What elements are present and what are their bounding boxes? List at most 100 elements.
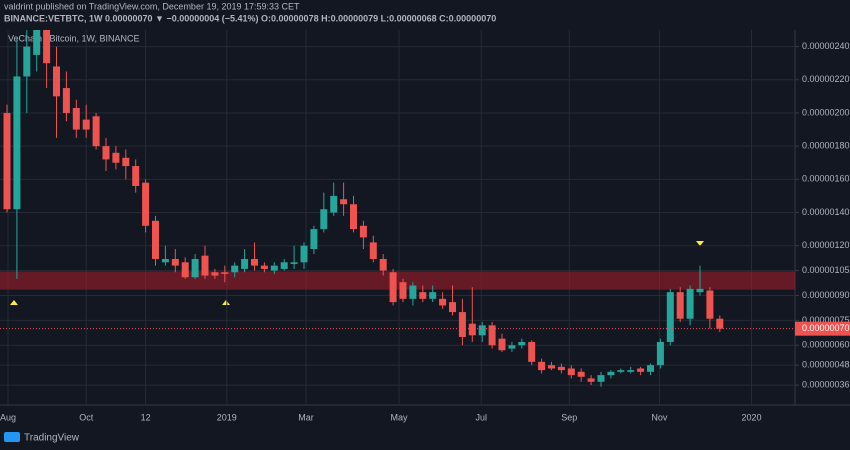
candle-body bbox=[528, 341, 536, 362]
y-tick-label: 0.00000180 bbox=[802, 141, 850, 151]
candle-body bbox=[142, 182, 150, 226]
chart-title: VeChain / Bitcoin, 1W, BINANCE bbox=[8, 33, 140, 43]
y-tick-label: 0.00000160 bbox=[802, 174, 850, 184]
candle-body bbox=[498, 338, 506, 351]
candle-body bbox=[122, 157, 130, 167]
author-line: valdrint published on TradingView.com, D… bbox=[4, 1, 300, 11]
candle-body bbox=[666, 292, 674, 342]
y-tick-label: 0.00000036 bbox=[802, 379, 850, 389]
y-tick-label: 0.00000060 bbox=[802, 340, 850, 350]
candle-body bbox=[201, 255, 209, 276]
candle-body bbox=[82, 119, 90, 130]
y-tick-label: 0.00000240 bbox=[802, 41, 850, 51]
x-tick-label: Sep bbox=[561, 412, 577, 422]
candle-body bbox=[419, 292, 427, 299]
candle-body bbox=[152, 220, 159, 259]
candle-body bbox=[676, 292, 684, 319]
candle-body bbox=[488, 325, 496, 346]
candle-body bbox=[399, 282, 407, 299]
candle-body bbox=[389, 272, 397, 303]
candle-body bbox=[181, 262, 189, 278]
candle-body bbox=[270, 265, 278, 271]
resistance-zone bbox=[0, 271, 795, 290]
candle-body bbox=[72, 107, 80, 130]
candle-body bbox=[320, 209, 328, 230]
candle-body bbox=[716, 318, 724, 329]
signal bbox=[10, 300, 18, 305]
x-tick-label: Jul bbox=[475, 412, 487, 422]
candle-body bbox=[33, 30, 41, 55]
x-tick-label: 12 bbox=[141, 412, 151, 422]
y-tick-label: 0.00000220 bbox=[802, 74, 850, 84]
candle-body bbox=[449, 302, 456, 313]
candle-body bbox=[62, 88, 70, 113]
candle-body bbox=[617, 370, 625, 372]
candle-body bbox=[191, 258, 199, 278]
candle-body bbox=[706, 290, 714, 319]
candle-body bbox=[112, 152, 120, 163]
candle-body bbox=[548, 365, 555, 369]
candle-body bbox=[330, 195, 338, 213]
signal bbox=[696, 241, 704, 246]
candle-body bbox=[102, 146, 110, 160]
candle-body bbox=[221, 272, 229, 274]
candle-body bbox=[439, 298, 447, 306]
x-tick-label: 2019 bbox=[217, 412, 237, 422]
candle-body bbox=[627, 370, 635, 372]
y-tick-label: 0.00000048 bbox=[802, 360, 850, 370]
x-tick-label: Oct bbox=[79, 412, 94, 422]
candle-body bbox=[260, 265, 268, 269]
y-tick-label: 0.00000090 bbox=[802, 290, 850, 300]
x-tick-label: May bbox=[391, 412, 409, 422]
candle-body bbox=[429, 292, 437, 299]
candle-body bbox=[379, 258, 387, 271]
y-tick-label: 0.00000200 bbox=[802, 107, 850, 117]
candle-body bbox=[607, 371, 615, 376]
candle-body bbox=[587, 378, 595, 382]
candle-body bbox=[251, 258, 258, 266]
candle-body bbox=[161, 258, 169, 263]
candle-body bbox=[92, 116, 100, 147]
candle-body bbox=[458, 312, 466, 337]
candle-body bbox=[3, 112, 11, 210]
candle-body bbox=[369, 242, 377, 259]
x-tick-label: 2020 bbox=[741, 412, 761, 422]
candle-body bbox=[567, 368, 575, 376]
logo bbox=[4, 432, 20, 442]
candle-body bbox=[359, 225, 367, 238]
candle-body bbox=[656, 341, 664, 366]
signal bbox=[222, 300, 230, 305]
y-tick-label: 0.00000105 bbox=[802, 265, 850, 275]
candle-body bbox=[647, 365, 654, 372]
candle-body bbox=[310, 229, 318, 250]
candle-body bbox=[557, 366, 565, 371]
candle-body bbox=[508, 345, 516, 349]
x-tick-label: Nov bbox=[651, 412, 668, 422]
candle-body bbox=[280, 262, 288, 269]
candle-body bbox=[696, 288, 704, 293]
symbol-line: BINANCE:VETBTC, 1W 0.00000070 ▼ −0.00000… bbox=[4, 13, 496, 23]
candle-body bbox=[43, 30, 51, 64]
y-tick-label: 0.00000120 bbox=[802, 240, 850, 250]
brand: TradingView bbox=[24, 433, 80, 444]
candle-body bbox=[597, 375, 605, 382]
candle-body bbox=[241, 258, 249, 269]
candle-body bbox=[53, 66, 60, 97]
candle-body bbox=[637, 368, 645, 372]
candle-body bbox=[231, 265, 239, 273]
y-tick-label: 0.00000075 bbox=[802, 315, 850, 325]
candle-body bbox=[300, 245, 308, 263]
x-tick-label: Aug bbox=[0, 412, 16, 422]
candle-body bbox=[290, 262, 298, 264]
candle-body bbox=[478, 325, 486, 336]
candle-body bbox=[468, 323, 476, 336]
candle-body bbox=[13, 76, 21, 210]
candle-body bbox=[23, 46, 31, 77]
candle-body bbox=[350, 204, 357, 230]
candle-body bbox=[340, 199, 348, 205]
candle-body bbox=[518, 341, 526, 346]
candle-body bbox=[171, 258, 179, 266]
y-tick-label: 0.00000140 bbox=[802, 207, 850, 217]
